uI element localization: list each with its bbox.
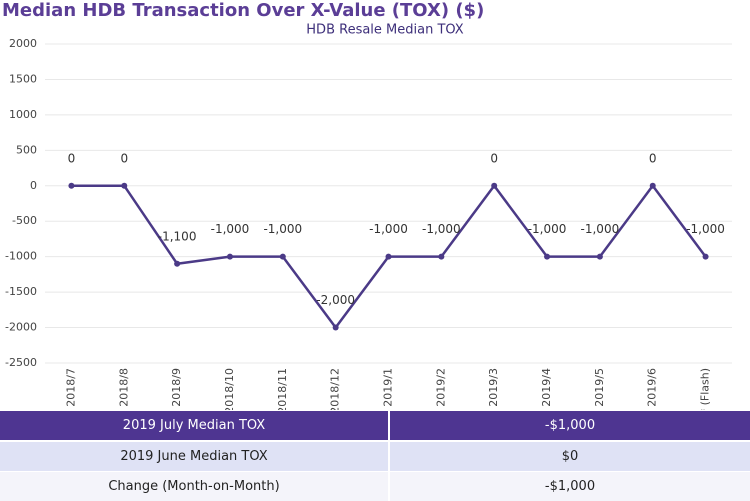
data-label: -2,000	[316, 293, 355, 307]
table-cell: -$1,000	[544, 479, 596, 494]
table-cell: 2019 July Median TOX	[0, 411, 390, 440]
point	[544, 253, 551, 260]
x-tick-label: 2018/9	[170, 368, 183, 407]
x-tick-label: 2019/1	[382, 368, 395, 407]
y-tick-label: 1500	[9, 72, 37, 85]
chart-title: Median HDB Transaction Over X-Value (TOX…	[2, 0, 484, 21]
x-tick-label: 2018/7	[64, 368, 77, 407]
chart: Median HDB Transaction Over X-Value (TOX…	[2, 0, 732, 453]
point	[279, 253, 286, 260]
data-label: -1,100	[158, 229, 197, 243]
x-tick-label: 2018/10	[223, 368, 236, 410]
x-tick-label: 2019/6	[646, 368, 659, 407]
point	[702, 253, 709, 260]
y-tick-label: -1500	[5, 285, 37, 298]
y-tick-label: -2500	[5, 356, 37, 369]
x-tick-label: 2018/12	[329, 368, 342, 410]
x-tick-label: 2019/5	[593, 368, 606, 407]
point	[438, 253, 445, 260]
chart-subtitle: HDB Resale Median TOX	[306, 23, 464, 38]
y-tick-label: 1000	[9, 108, 37, 121]
table-cell: $0	[561, 449, 579, 464]
data-label: -1,000	[211, 222, 250, 236]
table-cell: 2019 June Median TOX	[0, 442, 390, 471]
data-label: 0	[68, 151, 76, 165]
point	[68, 182, 75, 189]
point	[332, 324, 339, 331]
x-tick-label: 2018/11	[276, 368, 289, 410]
x-tick-label: 2018/8	[117, 368, 130, 407]
table-row: Change (Month-on-Month) -$1,000	[0, 472, 750, 501]
table-cell: -$1,000	[544, 418, 596, 433]
x-tick-label: 2019/7* (Flash)	[699, 368, 712, 410]
y-tick-label: -1000	[5, 250, 37, 263]
point	[174, 260, 181, 267]
data-label: -1,000	[369, 222, 408, 236]
data-label: 0	[649, 151, 657, 165]
table-cell: Change (Month-on-Month)	[0, 472, 390, 501]
data-label: -1,000	[263, 222, 302, 236]
data-label: -1,000	[686, 222, 725, 236]
point	[649, 182, 656, 189]
table-row: 2019 June Median TOX $0	[0, 442, 750, 471]
data-label: 0	[120, 151, 128, 165]
data-label: -1,000	[528, 222, 567, 236]
point	[121, 182, 128, 189]
y-tick-label: -500	[12, 214, 37, 227]
table-row: 2019 July Median TOX -$1,000	[0, 411, 750, 440]
y-tick-label: 2000	[9, 37, 37, 50]
x-tick-label: 2019/4	[540, 368, 553, 407]
x-tick-label: 2019/3	[487, 368, 500, 407]
point	[596, 253, 603, 260]
y-tick-label: 500	[16, 143, 37, 156]
data-label: -1,000	[422, 222, 461, 236]
data-label: 0	[490, 151, 498, 165]
point	[491, 182, 498, 189]
y-tick-label: 0	[30, 179, 37, 192]
x-tick-label: 2019/2	[434, 368, 447, 407]
point	[226, 253, 233, 260]
point	[385, 253, 392, 260]
y-tick-label: -2000	[5, 321, 37, 334]
data-label: -1,000	[581, 222, 620, 236]
